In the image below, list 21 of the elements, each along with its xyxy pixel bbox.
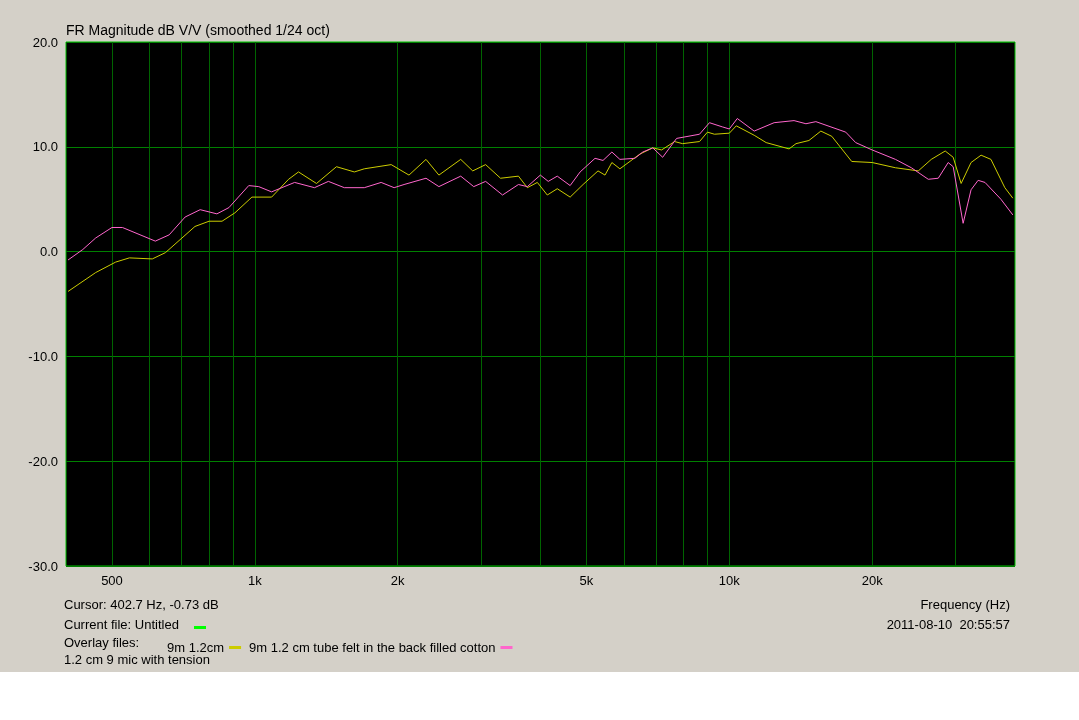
x-tick-label: 20k (861, 573, 884, 588)
text: 1.2 cm 9 mic with tension (64, 652, 210, 667)
x-tick-label: 500 (101, 573, 123, 588)
y-tick-label: 10.0 (32, 139, 58, 155)
text: 2011-08-10 20:55:57 (886, 617, 1011, 632)
x-tick-label: 1k (247, 573, 263, 588)
legend-title: Overlay files: (64, 635, 140, 650)
text: Cursor: 402.7 Hz, -0.73 dB (64, 597, 219, 612)
y-tick-label: -30.0 (28, 558, 58, 574)
x-tick-label: 2k (390, 573, 406, 588)
text: Current file: Untitled (64, 617, 179, 632)
legend-label: 9m 1.2 cm tube felt in the back filled cotton (249, 640, 496, 655)
y-tick-label: -20.0 (28, 453, 58, 469)
x-axis-title: Frequency (Hz) (920, 597, 1010, 612)
y-tick-label: -10.0 (28, 348, 58, 364)
y-tick-label: 0.0 (39, 244, 58, 260)
y-tick-label: 20.0 (32, 34, 58, 50)
chart-title: FR Magnitude dB V/V (smoothed 1/24 oct) (66, 22, 330, 38)
legend-label: 9m 1.2cm (166, 640, 225, 655)
x-tick-label: 5k (579, 573, 594, 588)
x-tick-label: 10k (718, 573, 741, 588)
